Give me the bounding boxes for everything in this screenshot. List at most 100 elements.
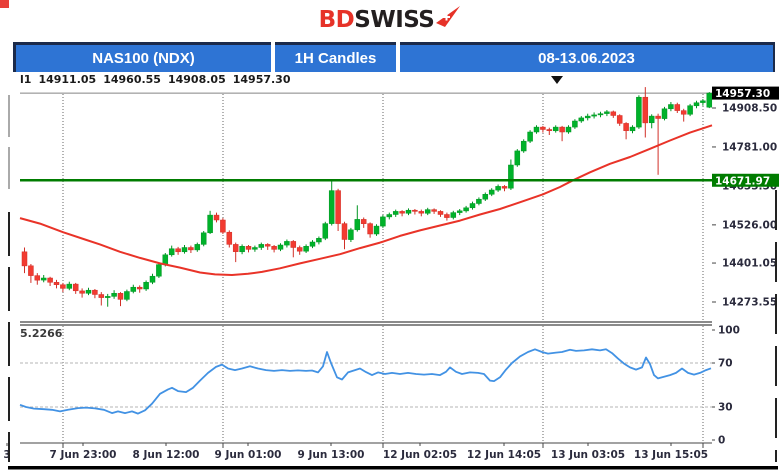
candle (412, 209, 418, 212)
candle (72, 283, 79, 292)
candle (156, 264, 162, 277)
candle (213, 214, 220, 221)
candle (21, 251, 28, 267)
candle (450, 212, 457, 218)
candle (668, 104, 674, 110)
candle (226, 231, 233, 245)
candle (232, 244, 239, 252)
candle (284, 241, 290, 246)
candle (143, 282, 149, 290)
bdswiss-logo: BDSWISS (0, 5, 780, 33)
candle (47, 277, 53, 283)
ma-line (19, 124, 713, 276)
candle (136, 286, 143, 290)
candle (482, 194, 489, 200)
candle (220, 219, 226, 233)
chart-border-bottom (8, 466, 778, 470)
time-axis-label: 7 Jun 23:00 (50, 449, 117, 461)
candle (85, 289, 92, 294)
time-axis-label: 12 Jun 02:05 (383, 449, 457, 461)
candle (674, 104, 681, 111)
candle (92, 289, 98, 295)
candle (252, 247, 258, 250)
rsi-value-label: 5.2266 (20, 327, 63, 340)
candle (309, 241, 316, 247)
ohlc-close: 14957.30 (232, 73, 291, 86)
candle (476, 198, 482, 204)
down-triangle-marker (551, 76, 563, 84)
time-axis-label: 13 Jun 03:05 (551, 449, 625, 461)
candle (258, 244, 265, 248)
candle (572, 120, 578, 128)
candle (552, 126, 559, 132)
candle (687, 105, 693, 115)
ohlc-open: 14911.05 (38, 73, 97, 86)
candle (380, 216, 386, 227)
candle (456, 210, 463, 213)
candlestick-series (21, 87, 713, 307)
candle (463, 207, 469, 212)
candle (680, 110, 687, 115)
candle (60, 284, 66, 289)
candle (642, 96, 649, 124)
ohlc-readout: l1 14911.05 14960.55 14908.05 14957.30 (20, 73, 298, 86)
candle (424, 209, 431, 214)
price-axis-label: 14781.00 (722, 141, 777, 153)
candle (604, 111, 610, 114)
candle (290, 241, 297, 248)
candle (418, 211, 425, 214)
candle (392, 211, 399, 215)
candle (316, 238, 322, 243)
candle (328, 190, 335, 224)
timeframe-label: 1H Candles (275, 42, 396, 72)
candle (661, 108, 668, 119)
candle (200, 232, 207, 245)
candle (239, 246, 245, 253)
rsi-line (19, 348, 712, 415)
corner-marker (0, 0, 9, 8)
candle (271, 246, 277, 250)
candle (565, 126, 572, 133)
candle (514, 150, 521, 166)
candle (277, 244, 284, 250)
candle (322, 223, 329, 239)
candle (111, 293, 117, 297)
candle (175, 248, 181, 253)
candle (207, 214, 213, 234)
candle (348, 229, 354, 240)
price-badge-current-text: 14957.30 (715, 88, 770, 100)
candle (584, 115, 591, 119)
candle (181, 247, 188, 253)
candle (335, 190, 341, 224)
candle (488, 189, 495, 195)
logo-text-swiss: SWISS (354, 7, 435, 33)
candle (610, 111, 617, 116)
price-badge-level-text: 14671.97 (715, 175, 770, 187)
price-axis-label: 14401.05 (722, 258, 777, 270)
candle (636, 96, 642, 128)
candle (706, 92, 713, 108)
candle (354, 219, 361, 231)
candle (501, 186, 508, 189)
candle (386, 214, 393, 218)
ohlc-high: 14960.55 (103, 73, 161, 86)
time-axis-label: 13 Jun 15:05 (634, 449, 708, 461)
date-range-label: 08-13.06.2023 (400, 42, 775, 72)
candle (431, 209, 437, 212)
candle (296, 247, 303, 252)
candle (367, 223, 373, 235)
rsi-axis-label: 70 (718, 358, 733, 370)
candle (117, 293, 124, 300)
candle (693, 102, 700, 107)
candle (540, 126, 546, 130)
candle (341, 223, 348, 240)
candle (629, 126, 636, 132)
time-axis-label: 8 Jun 12:00 (133, 449, 200, 461)
candle (53, 282, 60, 285)
rsi-axis-label: 0 (718, 435, 725, 447)
candle (360, 219, 367, 224)
candle (168, 248, 175, 256)
ohlc-prefix: l1 (20, 73, 32, 86)
price-badge-level (712, 173, 779, 187)
candle (28, 265, 34, 276)
